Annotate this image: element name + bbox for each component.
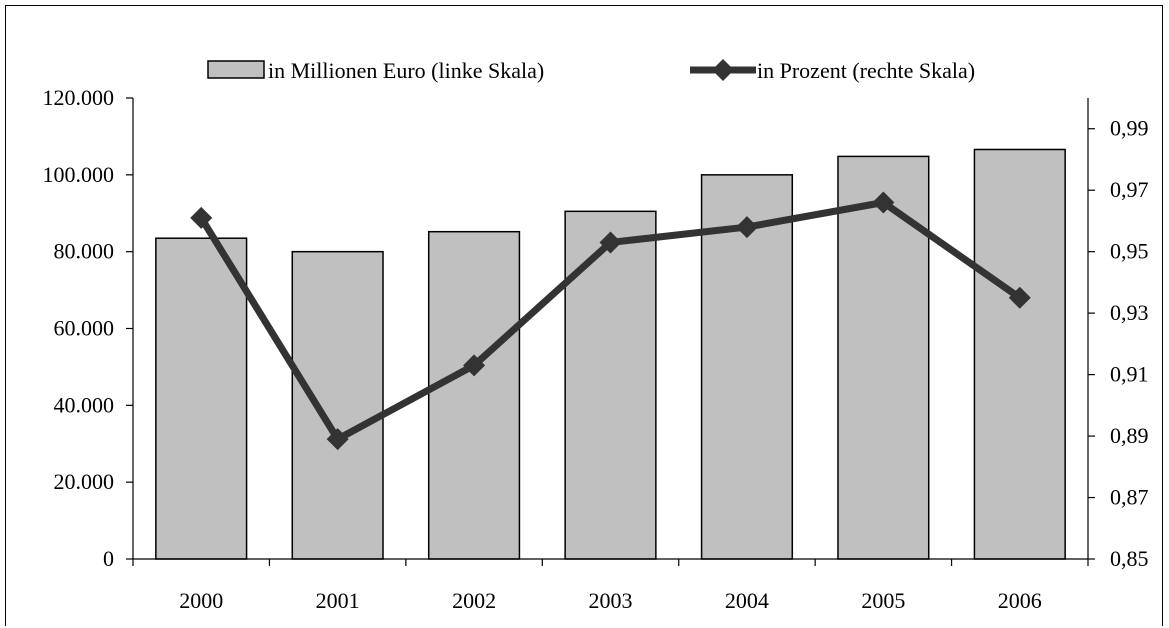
line-point-2004 (735, 216, 758, 239)
right-tick-label: 0,91 (1110, 362, 1149, 387)
legend-marker-diamond-icon (712, 59, 734, 81)
legend-label-line: in Prozent (rechte Skala) (757, 58, 975, 83)
right-tick-label: 0,87 (1110, 485, 1149, 510)
legend: in Millionen Euro (linke Skala) in Proze… (207, 58, 975, 83)
bar-2005 (837, 155, 930, 560)
x-tick-label: 2002 (452, 588, 496, 613)
right-tick-label: 0,97 (1110, 177, 1149, 202)
right-tick-label: 0,85 (1110, 546, 1149, 571)
line-point-2001 (326, 428, 349, 451)
bar-2001 (291, 250, 384, 560)
left-tick-label: 20.000 (54, 469, 115, 494)
chart-frame (5, 5, 1163, 626)
right-tick-label: 0,89 (1110, 423, 1149, 448)
x-tick-label: 2000 (179, 588, 223, 613)
left-tick-label: 60.000 (54, 316, 115, 341)
x-tick-label: 2003 (589, 588, 633, 613)
line-point-2002 (463, 354, 486, 377)
right-tick-label: 0,93 (1110, 300, 1149, 325)
left-tick-label: 100.000 (43, 162, 115, 187)
bar-2000 (155, 237, 248, 560)
line-point-2005 (872, 191, 895, 214)
bar-2002 (427, 230, 521, 560)
bar-2004 (700, 174, 794, 560)
left-tick-label: 120.000 (43, 85, 115, 110)
legend-swatch-bars (207, 60, 265, 79)
line-point-2003 (599, 231, 622, 254)
x-tick-label: 2006 (998, 588, 1042, 613)
bar-2006 (973, 148, 1066, 560)
x-tick-label: 2001 (316, 588, 360, 613)
left-tick-label: 80.000 (54, 239, 115, 264)
bar-2003 (564, 210, 657, 560)
right-tick-label: 0,95 (1110, 239, 1149, 264)
legend-label-bars: in Millionen Euro (linke Skala) (268, 58, 544, 83)
right-tick-label: 0,99 (1110, 116, 1149, 141)
x-tick-label: 2005 (861, 588, 905, 613)
x-tick-label: 2004 (725, 588, 769, 613)
left-tick-label: 40.000 (54, 392, 115, 417)
plot-area: 0 20.000 40.000 60.000 80.000 100.000 120.000 0… (43, 85, 1149, 613)
line-point-2000 (190, 206, 213, 229)
left-tick-label: 0 (103, 546, 114, 571)
line-point-2006 (1008, 286, 1031, 309)
